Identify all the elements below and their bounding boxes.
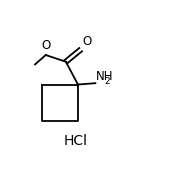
Text: 2: 2	[104, 77, 110, 86]
Text: HCl: HCl	[63, 134, 87, 148]
Text: O: O	[82, 35, 91, 48]
Text: NH: NH	[96, 70, 113, 83]
Text: O: O	[41, 39, 50, 52]
